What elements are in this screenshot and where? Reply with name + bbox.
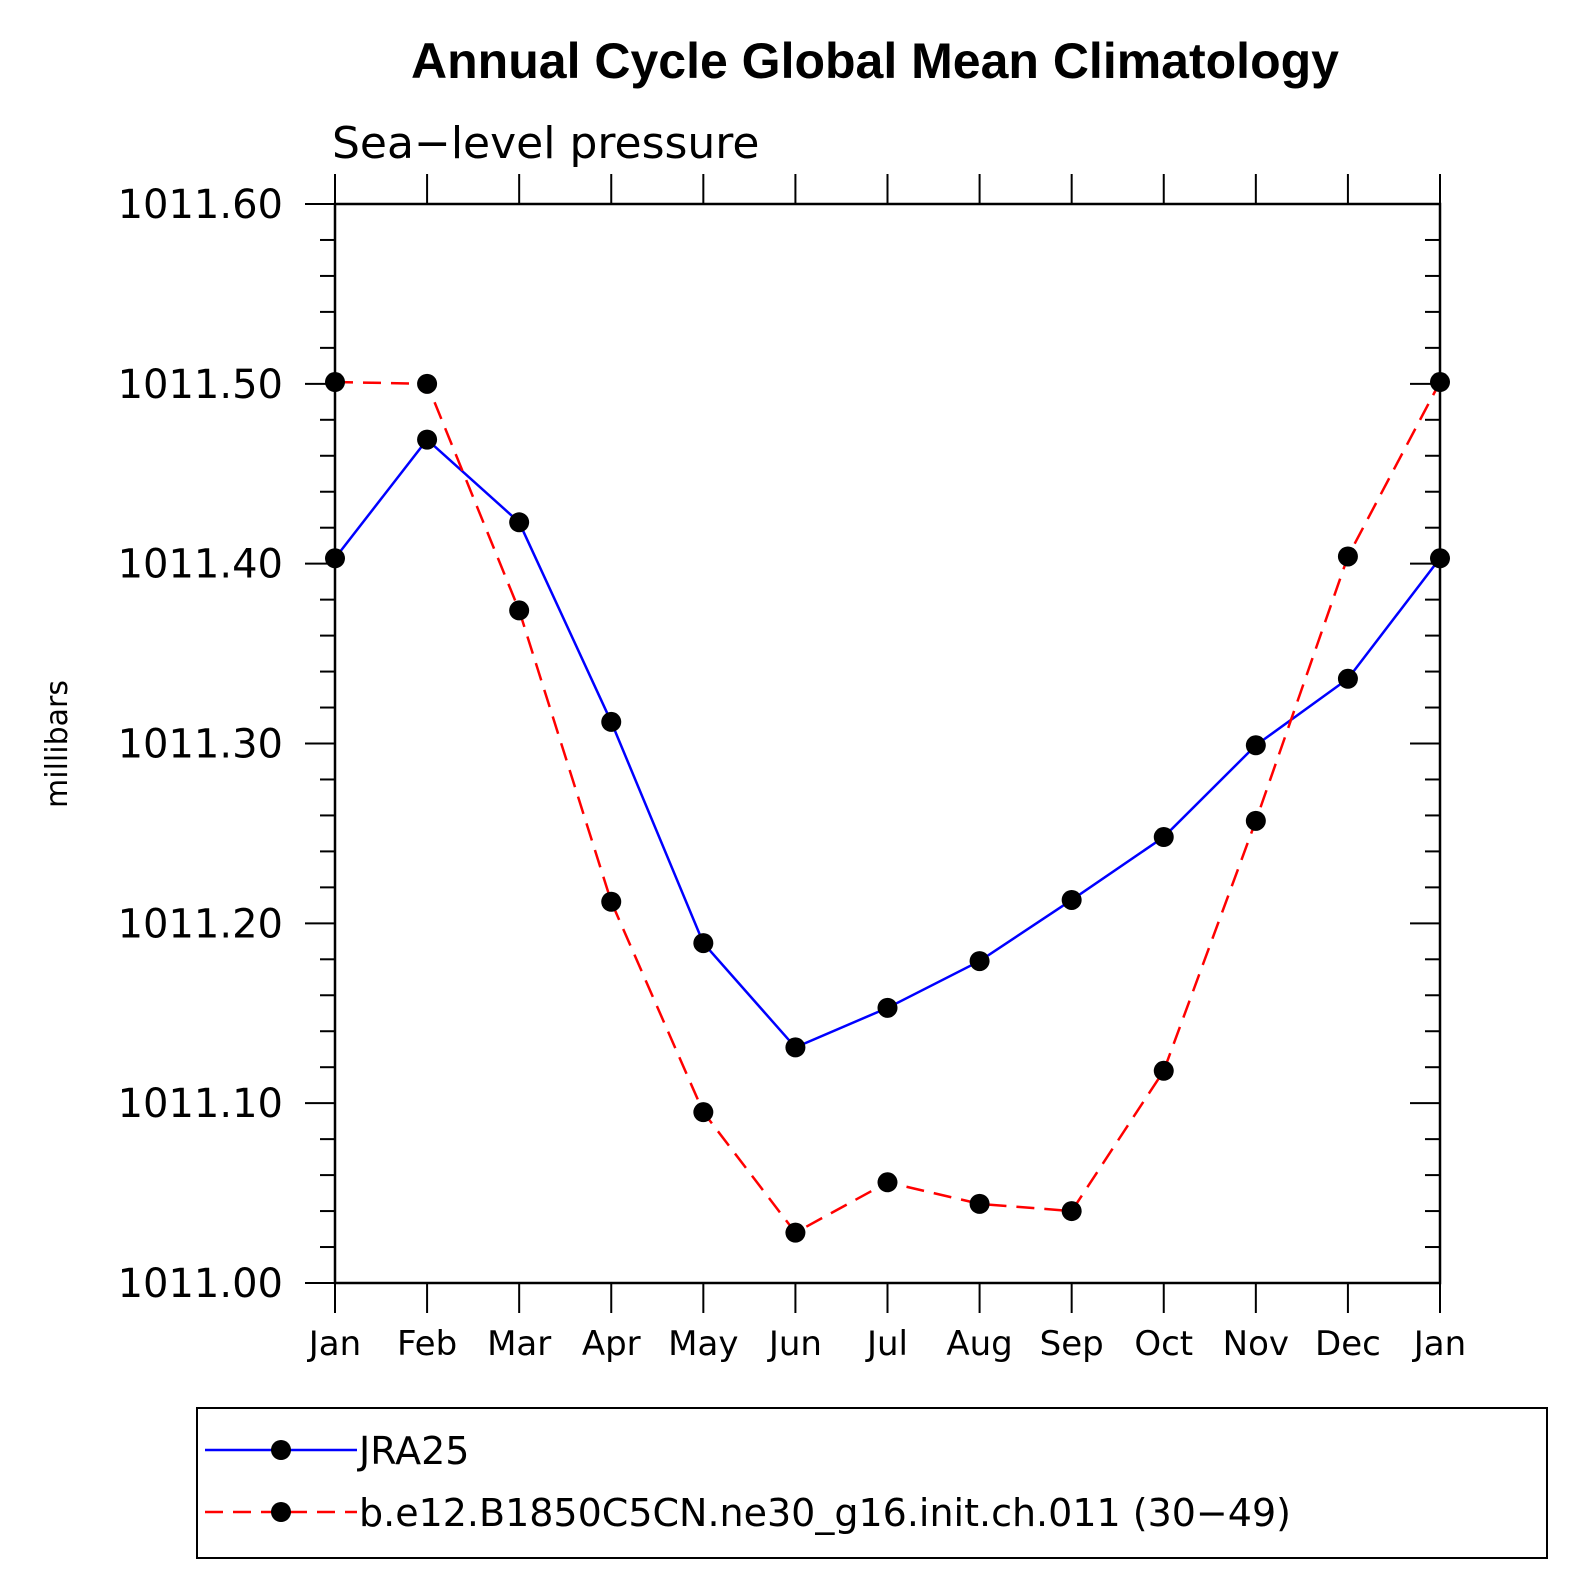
series-0-point: [601, 711, 622, 732]
legend-marker-0: [271, 1440, 291, 1460]
x-tick-label: May: [668, 1324, 738, 1364]
series-1-point: [693, 1102, 714, 1123]
chart-title: Annual Cycle Global Mean Climatology: [411, 33, 1339, 89]
legend-box: [196, 1407, 1548, 1559]
legend-label-1: b.e12.B1850C5CN.ne30_g16.init.ch.011 (30…: [359, 1491, 1291, 1535]
y-tick-label: 1011.10: [118, 1081, 283, 1127]
x-tick-label: Oct: [1134, 1324, 1193, 1364]
series-1-point: [1245, 810, 1266, 831]
series-1-point: [877, 1172, 898, 1193]
x-tick-label: Jul: [865, 1324, 908, 1364]
y-tick-label: 1011.20: [118, 901, 283, 947]
legend: JRA25 b.e12.B1850C5CN.ne30_g16.init.ch.01…: [196, 1407, 1548, 1559]
series-1-point: [325, 372, 345, 393]
series-line-1: [334, 380, 1442, 1235]
series-1-point: [1430, 372, 1450, 393]
y-tick-label: 1011.60: [118, 182, 283, 228]
x-tick-label: Mar: [487, 1324, 551, 1364]
series-0-point: [1430, 548, 1450, 569]
series-0-point: [969, 951, 990, 972]
series-1-point: [509, 600, 530, 621]
series-1-point: [417, 373, 438, 394]
x-tick-label: Apr: [582, 1324, 641, 1364]
y-axis-label: millibars: [40, 680, 75, 808]
series-0-point: [1337, 668, 1358, 689]
series-0-point: [325, 548, 345, 569]
series-1-point: [785, 1222, 806, 1243]
series-1-point: [1337, 546, 1358, 567]
x-tick-label: Aug: [946, 1324, 1012, 1364]
x-tick-label: Dec: [1315, 1324, 1381, 1364]
series-1-point: [1153, 1060, 1174, 1081]
series-0-point: [693, 933, 714, 954]
series-0-point: [509, 512, 530, 533]
y-tick-label: 1011.40: [118, 542, 283, 588]
series-0-point: [1153, 827, 1174, 848]
plot-frame: [333, 202, 1442, 1285]
legend-marker-1: [271, 1502, 291, 1522]
series-1-point: [601, 891, 622, 912]
y-tick-label: 1011.50: [118, 362, 283, 408]
series-1-point: [969, 1193, 990, 1214]
x-tick-label: Jan: [1412, 1324, 1466, 1364]
series-line-0: [334, 437, 1441, 1049]
x-tick-label: Feb: [397, 1324, 457, 1364]
x-tick-label: Jun: [767, 1324, 822, 1364]
x-tick-label: Jan: [307, 1324, 361, 1364]
plot-area: 1011.00 1011.10 1011.20 1011.30 1011.40 1011.…: [118, 174, 1466, 1364]
y-tick-label: 1011.00: [118, 1261, 283, 1307]
series-0-point: [785, 1037, 806, 1058]
series-0-point: [1245, 735, 1266, 756]
series-1-point: [1061, 1201, 1082, 1222]
series-0-point: [877, 997, 898, 1018]
x-tick-label: Nov: [1223, 1324, 1289, 1364]
y-tick-label: 1011.30: [118, 722, 283, 768]
x-tick-label: Sep: [1040, 1324, 1104, 1364]
legend-label-0: JRA25: [357, 1429, 469, 1473]
series-0-point: [417, 429, 438, 450]
chart-subtitle: Sea−level pressure: [332, 118, 760, 169]
series-0-point: [1061, 889, 1082, 910]
